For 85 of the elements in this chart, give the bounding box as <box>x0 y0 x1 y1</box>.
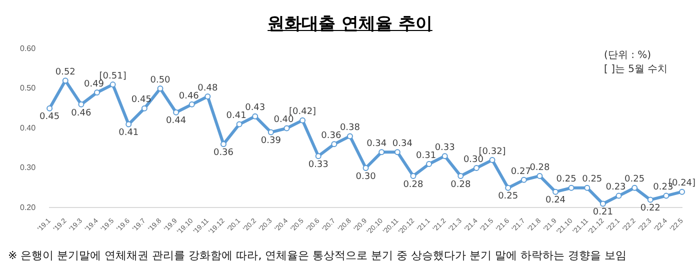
data-label: 0.34 <box>392 138 413 149</box>
point <box>520 176 527 183</box>
point <box>141 105 148 112</box>
point <box>346 133 353 140</box>
point <box>300 117 306 124</box>
data-label: 0.41 <box>226 111 246 122</box>
point <box>552 188 559 195</box>
point <box>46 105 53 112</box>
data-label: 0.36 <box>213 148 234 158</box>
data-label: 0.36 <box>321 131 342 141</box>
point <box>584 184 590 191</box>
data-label: [0.32] <box>478 146 506 157</box>
data-label: 0.28 <box>450 180 471 190</box>
data-label: 0.25 <box>582 174 602 185</box>
point <box>236 121 242 128</box>
point <box>663 192 670 199</box>
data-label: 0.22 <box>640 204 660 214</box>
point <box>600 200 606 207</box>
data-label: 0.25 <box>556 174 576 185</box>
point <box>679 188 685 195</box>
point <box>315 153 322 160</box>
point <box>426 161 432 168</box>
point <box>268 129 274 136</box>
data-label: 0.41 <box>118 128 139 138</box>
point <box>252 113 258 120</box>
y-tick-label: 0.40 <box>20 123 36 132</box>
data-label: 0.43 <box>245 103 266 114</box>
point <box>378 149 385 156</box>
data-label: 0.46 <box>71 108 92 118</box>
point <box>94 90 100 96</box>
data-label: 0.31 <box>416 150 436 161</box>
annotation: [ ]는 5월 수치 <box>604 63 668 76</box>
point <box>458 172 464 179</box>
y-tick-label: 0.60 <box>20 44 36 54</box>
point <box>394 149 400 156</box>
data-label: 0.25 <box>498 192 518 202</box>
data-label: 0.21 <box>592 208 613 218</box>
point <box>204 93 211 100</box>
point <box>362 164 369 171</box>
point <box>489 157 496 164</box>
data-label: 0.28 <box>530 162 550 173</box>
data-label: [0.51] <box>99 71 126 82</box>
data-label: 0.23 <box>606 182 626 193</box>
point <box>616 192 622 199</box>
point <box>568 184 574 191</box>
data-label: 0.28 <box>403 180 424 190</box>
data-label: 0.50 <box>150 75 171 86</box>
annotation: (단위 : %) <box>604 49 652 62</box>
data-label: 0.24 <box>545 196 566 206</box>
point <box>331 141 338 148</box>
data-label: 0.38 <box>340 123 360 134</box>
point <box>188 101 195 108</box>
point <box>78 101 84 108</box>
text: ※ 은행이 분기말에 연체채권 관리를 강화함에 따라, 연체율은 통상적으로 분기 중 상승했다가 분기 말에 하락하는 경향을 보임 <box>8 248 627 263</box>
y-tick-label: 0.30 <box>20 163 36 172</box>
point <box>473 164 480 171</box>
data-label: 0.39 <box>260 136 282 146</box>
data-label: 0.48 <box>198 83 218 94</box>
point <box>410 172 416 179</box>
data-label: 0.34 <box>366 138 387 149</box>
point <box>442 153 448 160</box>
point <box>647 196 654 203</box>
data-label: 0.33 <box>434 142 455 153</box>
data-label: 0.46 <box>178 91 200 102</box>
y-tick-label: 0.50 <box>20 84 36 93</box>
point <box>536 172 543 179</box>
point <box>173 109 180 116</box>
point <box>505 184 512 191</box>
data-label: 0.33 <box>308 160 328 170</box>
point <box>284 125 290 132</box>
data-label: 0.40 <box>274 115 294 126</box>
data-label: 0.44 <box>166 116 186 126</box>
data-label: 0.27 <box>510 166 531 177</box>
point <box>110 82 116 88</box>
chart-title: 원화대출 연체율 추이 <box>268 14 432 34</box>
data-label: 0.30 <box>356 172 376 182</box>
point <box>632 184 638 191</box>
data-label: 0.49 <box>84 79 104 90</box>
y-tick-label: 0.20 <box>20 202 36 212</box>
data-label: 0.45 <box>40 112 60 122</box>
data-label: 0.30 <box>463 154 484 165</box>
data-label: 0.52 <box>55 67 76 78</box>
data-label: 0.25 <box>624 174 645 185</box>
point <box>126 121 132 128</box>
point <box>62 78 68 84</box>
